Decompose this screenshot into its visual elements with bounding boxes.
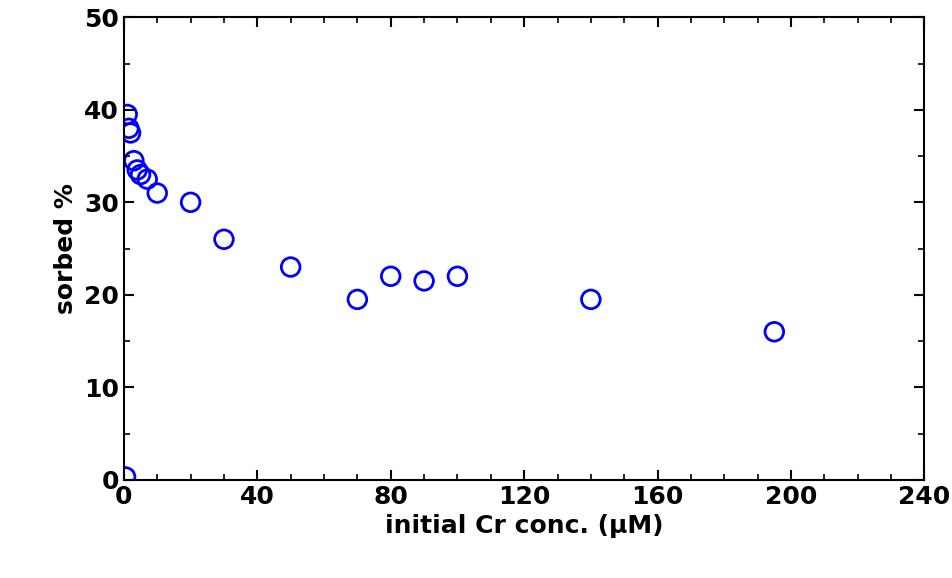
Point bbox=[765, 327, 781, 336]
Point bbox=[123, 128, 138, 138]
Y-axis label: sorbed %: sorbed % bbox=[54, 183, 78, 314]
Point bbox=[349, 295, 365, 304]
Point bbox=[416, 276, 431, 286]
Point bbox=[383, 272, 398, 281]
Point bbox=[283, 262, 298, 272]
Point bbox=[216, 235, 231, 244]
Point bbox=[126, 156, 141, 165]
Point bbox=[149, 188, 165, 198]
Point bbox=[583, 295, 598, 304]
Point bbox=[118, 472, 133, 481]
Point bbox=[132, 170, 149, 179]
Point bbox=[449, 272, 465, 281]
Point bbox=[121, 124, 136, 133]
Point bbox=[119, 110, 135, 119]
X-axis label: initial Cr conc. (μM): initial Cr conc. (μM) bbox=[385, 514, 663, 538]
Point bbox=[139, 175, 154, 184]
Point bbox=[129, 165, 145, 175]
Point bbox=[183, 198, 198, 207]
